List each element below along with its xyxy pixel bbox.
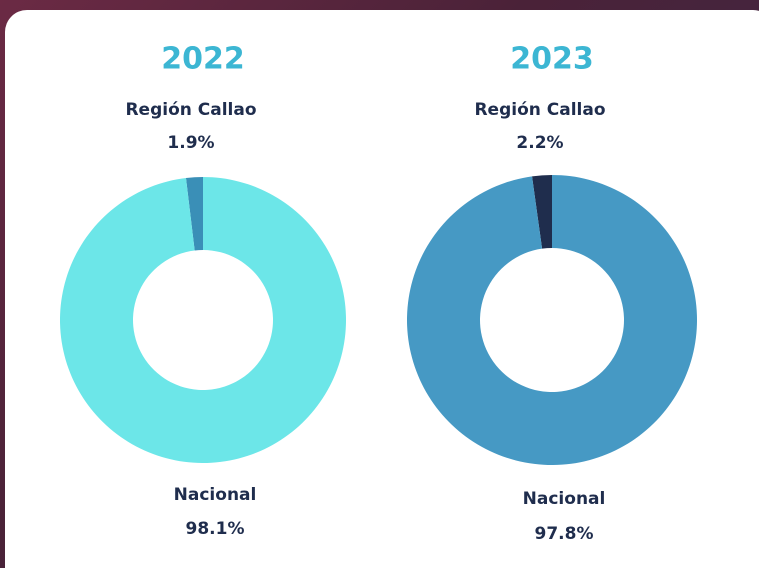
slice	[532, 175, 552, 249]
slice-label: Nacional	[174, 485, 257, 505]
slice-label: Región Callao	[474, 100, 605, 120]
value-label: 97.8%	[535, 524, 594, 544]
value-label: 98.1%	[186, 519, 245, 539]
value-label: 1.9%	[167, 133, 214, 153]
chart-title: 2022	[161, 42, 245, 77]
value-label: 2.2%	[516, 133, 563, 153]
slice	[406, 175, 697, 466]
slice	[59, 177, 346, 463]
slice	[185, 177, 203, 251]
chart-title: 2023	[510, 42, 594, 77]
slice-label: Nacional	[523, 489, 606, 509]
slice-label: Región Callao	[125, 100, 256, 120]
